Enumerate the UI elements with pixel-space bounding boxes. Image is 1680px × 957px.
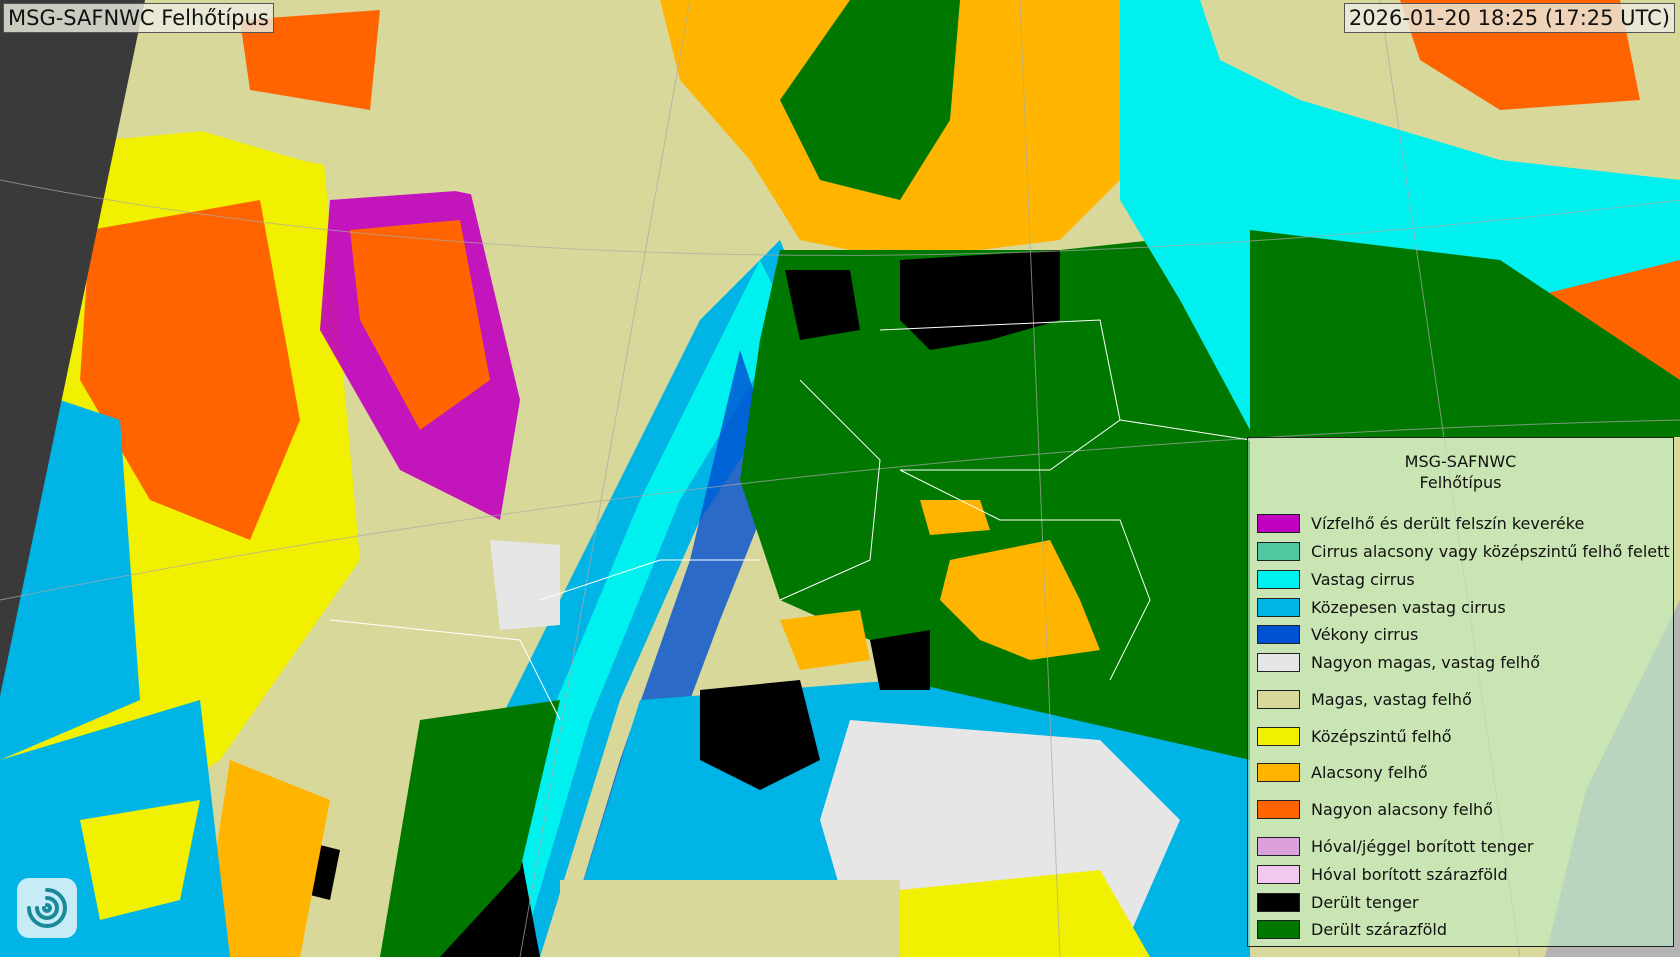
legend-swatch [1257,726,1300,746]
legend-label: Vízfelhő és derült felszín keveréke [1311,513,1585,533]
legend-label: Közepesen vastag cirrus [1311,597,1506,617]
legend-swatch [1257,799,1300,819]
legend-item: Nagyon alacsony felhő [1257,799,1493,819]
legend-swatch [1257,541,1300,561]
legend-swatch [1257,513,1300,533]
legend-item: Hóval/jéggel borított tenger [1257,836,1533,856]
legend-swatch [1257,689,1300,709]
legend-item: Derült szárazföld [1257,919,1447,939]
legend-item: Derült tenger [1257,892,1419,912]
legend-item: Közepesen vastag cirrus [1257,597,1506,617]
legend-swatch [1257,762,1300,782]
legend-item: Magas, vastag felhő [1257,689,1472,709]
legend-swatch [1257,892,1300,912]
legend-label: Vastag cirrus [1311,569,1415,589]
legend-swatch [1257,919,1300,939]
legend-item: Középszintű felhő [1257,726,1452,746]
legend-item: Vízfelhő és derült felszín keveréke [1257,513,1584,533]
legend-swatch [1257,836,1300,856]
legend-item: Vékony cirrus [1257,624,1418,644]
legend-label: Cirrus alacsony vagy középszintű felhő f… [1311,541,1670,561]
safnwc-logo [17,878,77,938]
legend-label: Nagyon magas, vastag felhő [1311,652,1541,672]
legend-label: Hóval borított szárazföld [1311,864,1508,884]
legend-swatch [1257,864,1300,884]
legend: MSG-SAFNWC Felhőtípus Vízfelhő és derült… [1247,437,1674,947]
swirl-logo-icon [27,888,67,928]
legend-label: Magas, vastag felhő [1311,689,1472,709]
legend-title-line1: MSG-SAFNWC [1404,452,1517,471]
legend-item: Alacsony felhő [1257,762,1428,782]
map-title: MSG-SAFNWC Felhőtípus [3,3,274,33]
legend-swatch [1257,624,1300,644]
legend-item: Nagyon magas, vastag felhő [1257,652,1540,672]
legend-label: Alacsony felhő [1311,762,1428,782]
legend-label: Nagyon alacsony felhő [1311,799,1493,819]
legend-label: Vékony cirrus [1311,624,1419,644]
legend-title-line2: Felhőtípus [1419,473,1502,492]
legend-swatch [1257,652,1300,672]
legend-swatch [1257,597,1300,617]
legend-item: Hóval borított szárazföld [1257,864,1508,884]
legend-label: Derült tenger [1311,892,1419,912]
legend-item: Cirrus alacsony vagy középszintű felhő f… [1257,541,1670,561]
legend-label: Középszintű felhő [1311,726,1452,746]
timestamp: 2026-01-20 18:25 (17:25 UTC) [1343,3,1675,33]
legend-swatch [1257,569,1300,589]
legend-label: Derült szárazföld [1311,919,1448,939]
legend-item: Vastag cirrus [1257,569,1415,589]
legend-label: Hóval/jéggel borított tenger [1311,836,1534,856]
